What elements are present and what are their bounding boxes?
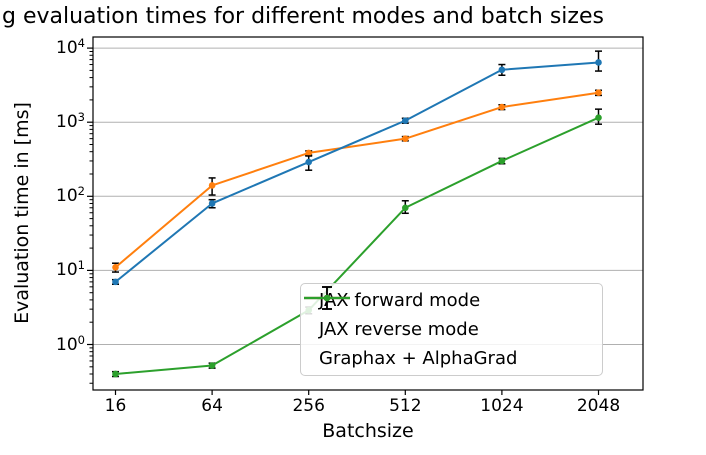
legend-label: Graphax + AlphaGrad bbox=[319, 348, 518, 369]
x-tick-label: 512 bbox=[389, 396, 422, 416]
x-tick-label: 16 bbox=[104, 396, 127, 416]
series-marker bbox=[498, 157, 506, 165]
series-marker bbox=[208, 200, 216, 207]
legend-label: JAX reverse mode bbox=[319, 319, 479, 340]
legend: JAX forward mode JAX reverse mode Graphax … bbox=[300, 283, 603, 376]
series-marker bbox=[402, 204, 409, 212]
x-tick-label: 2048 bbox=[576, 396, 621, 416]
series-line bbox=[114, 91, 599, 269]
series-line bbox=[115, 116, 599, 375]
series-marker bbox=[208, 362, 216, 369]
series-marker bbox=[112, 264, 119, 271]
legend-item: JAX reverse mode bbox=[304, 286, 596, 344]
series-marker bbox=[595, 114, 602, 122]
series-marker bbox=[112, 370, 119, 378]
series-line bbox=[114, 61, 599, 283]
series-marker bbox=[112, 278, 119, 286]
chart-title: g evaluation times for different modes a… bbox=[2, 4, 604, 29]
series-marker bbox=[402, 135, 409, 142]
series-marker bbox=[208, 182, 216, 189]
series-marker bbox=[498, 103, 506, 111]
x-axis-label: Batchsize bbox=[322, 420, 414, 442]
series-marker bbox=[595, 59, 602, 66]
y-tick-label: 103 bbox=[56, 110, 85, 133]
legend-errorbar-glyph bbox=[304, 286, 350, 310]
series-marker bbox=[305, 149, 313, 157]
series-marker bbox=[305, 158, 313, 166]
series-marker bbox=[595, 89, 602, 97]
y-tick-label: 102 bbox=[56, 184, 85, 207]
y-axis-label: Evaluation time in [ms] bbox=[11, 102, 33, 324]
legend-label: JAX forward mode bbox=[319, 290, 481, 311]
series-marker bbox=[402, 117, 409, 124]
x-tick-label: 256 bbox=[292, 396, 325, 416]
x-tick-label: 64 bbox=[201, 396, 223, 416]
y-tick-label: 104 bbox=[56, 36, 85, 59]
y-tick-label: 100 bbox=[56, 332, 85, 355]
axes-spines bbox=[92, 36, 644, 391]
x-tick-label: 1024 bbox=[480, 396, 524, 416]
legend-item: Graphax + AlphaGrad bbox=[304, 286, 596, 373]
series-marker bbox=[498, 66, 506, 74]
y-tick-label: 101 bbox=[56, 258, 85, 281]
